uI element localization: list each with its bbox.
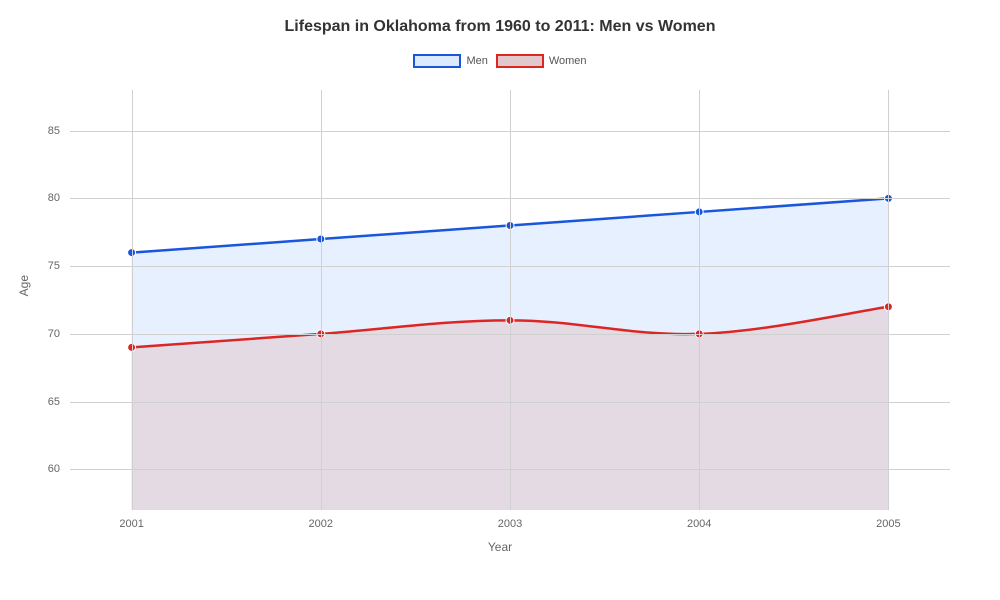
y-tick-label: 60 [48, 463, 60, 475]
grid-line-v [510, 90, 511, 510]
legend-swatch-men [413, 54, 461, 68]
chart-container: Lifespan in Oklahoma from 1960 to 2011: … [0, 0, 1000, 600]
y-axis-label: Age [17, 275, 31, 296]
legend: Men Women [0, 54, 1000, 68]
grid-line-v [321, 90, 322, 510]
y-tick-label: 85 [48, 125, 60, 137]
y-tick-label: 65 [48, 396, 60, 408]
legend-label-women: Women [549, 55, 587, 67]
plot-area: 60657075808520012002200320042005 [70, 90, 950, 510]
x-tick-label: 2003 [498, 518, 522, 530]
y-tick-label: 70 [48, 328, 60, 340]
chart-title: Lifespan in Oklahoma from 1960 to 2011: … [0, 0, 1000, 36]
y-tick-label: 75 [48, 260, 60, 272]
x-axis-label: Year [0, 540, 1000, 554]
x-tick-label: 2002 [309, 518, 333, 530]
x-tick-label: 2004 [687, 518, 711, 530]
legend-item-women: Women [496, 54, 587, 68]
grid-line-v [699, 90, 700, 510]
grid-line-v [132, 90, 133, 510]
grid-line-v [888, 90, 889, 510]
x-tick-label: 2005 [876, 518, 900, 530]
y-tick-label: 80 [48, 192, 60, 204]
legend-label-men: Men [466, 55, 487, 67]
legend-item-men: Men [413, 54, 487, 68]
x-tick-label: 2001 [119, 518, 143, 530]
legend-swatch-women [496, 54, 544, 68]
